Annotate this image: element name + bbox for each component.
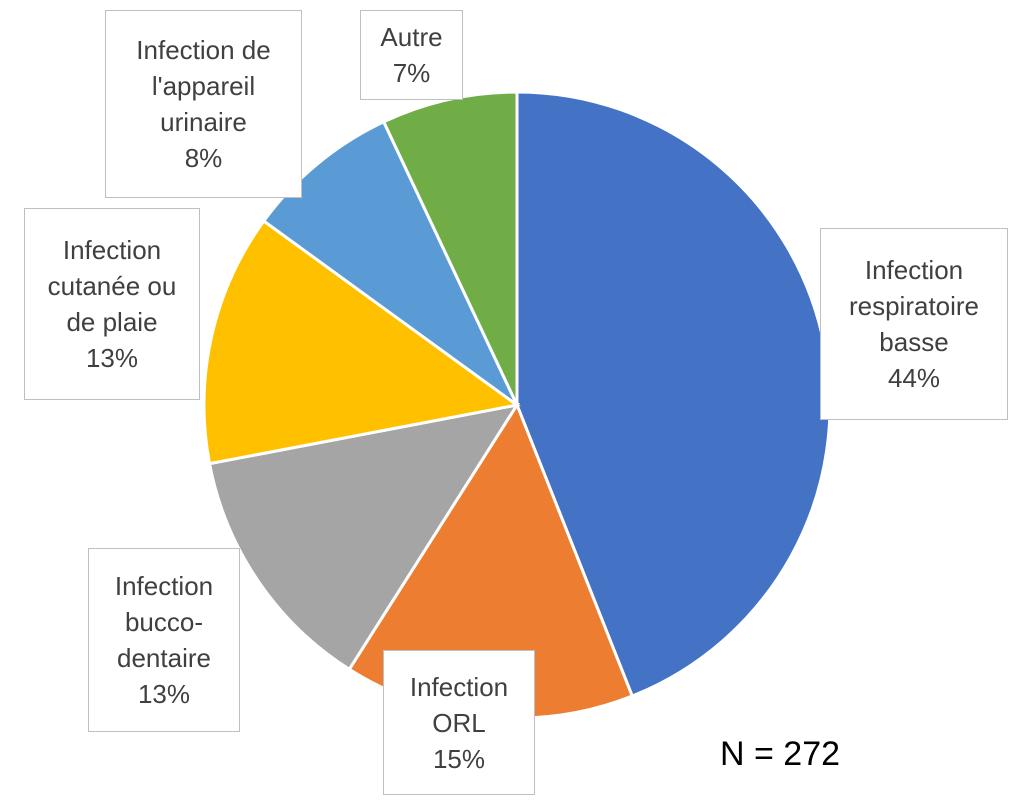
category-label: Infection cutanée ou de plaie — [47, 235, 177, 337]
pie-slice — [261, 119, 519, 407]
value-label: 44% — [887, 363, 941, 393]
value-label: 7% — [392, 58, 431, 88]
annotation: N = 272 — [720, 735, 841, 773]
slice-label: Infection ORL 15% — [383, 650, 535, 795]
slice-label: Infection bucco-dentaire 13% — [88, 548, 240, 732]
value-label: 8% — [184, 143, 223, 173]
slice-label: Infection respiratoire basse 44% — [820, 228, 1008, 420]
category-label: Infection ORL — [409, 671, 509, 738]
slice-label: Infection de l'appareil urinaire 8% — [105, 10, 302, 198]
value-label: 13% — [85, 343, 139, 373]
value-label: 13% — [137, 679, 191, 709]
category-label: Autre — [380, 22, 443, 52]
pie-slice — [202, 218, 521, 466]
value-label: 15% — [432, 743, 486, 774]
slice-label: Infection cutanée ou de plaie 13% — [24, 208, 200, 400]
pie-slice — [207, 402, 521, 672]
category-label: Infection respiratoire basse — [848, 255, 980, 357]
category-label: Infection bucco-dentaire — [114, 571, 214, 673]
slice-label: Autre 7% — [360, 10, 463, 100]
category-label: Infection de l'appareil urinaire — [136, 35, 271, 137]
